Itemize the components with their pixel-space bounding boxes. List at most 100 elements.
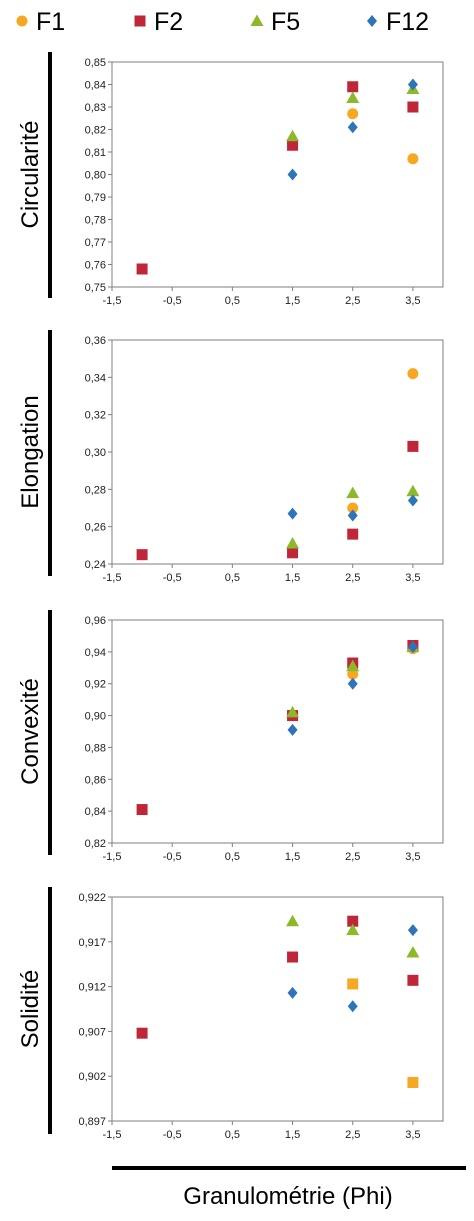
x-tick-label: -0,5 xyxy=(163,572,182,584)
data-point-f2 xyxy=(136,1027,148,1039)
y-tick-label: 0,79 xyxy=(85,192,106,204)
x-tick-label: 0,5 xyxy=(225,1129,240,1141)
chart-panel-4: 0,897 0,902 0,907 0,912 0,917 0,922 -1,5 -0,5 0,… xyxy=(17,887,444,1141)
legend: F1 F2 F5 F12 xyxy=(16,8,429,36)
data-point-f1 xyxy=(347,502,359,514)
x-axis-title: Granulométrie (Phi) xyxy=(183,1183,392,1210)
data-point-f12 xyxy=(287,986,298,999)
x-tick-label: 3,5 xyxy=(405,1129,420,1141)
x-tick-label: 1,5 xyxy=(285,851,300,863)
y-tick-label: 0,80 xyxy=(85,170,106,182)
data-point-f2 xyxy=(287,139,299,151)
data-point-f5 xyxy=(406,946,420,958)
chart-panel-3: 0,82 0,84 0,86 0,88 0,90 0,92 0,94 0,96 -1,5 -0,5… xyxy=(17,610,444,863)
y-tick-label: 0,902 xyxy=(78,1071,106,1083)
y-tick-label: 0,84 xyxy=(85,806,106,818)
data-point-f12 xyxy=(347,509,358,522)
x-tick-label: 3,5 xyxy=(405,851,420,863)
x-tick-label: -0,5 xyxy=(163,295,182,307)
data-point-f5 xyxy=(286,914,300,927)
x-tick-label: 3,5 xyxy=(405,572,420,584)
y-tick-label: 0,77 xyxy=(85,237,106,249)
data-point-f12 xyxy=(407,78,418,91)
y-tick-label: 0,26 xyxy=(85,522,106,534)
y-tick-label: 0,912 xyxy=(78,982,106,994)
data-point-f5 xyxy=(346,486,360,499)
legend-marker-f1 xyxy=(16,15,28,27)
data-point-f12 xyxy=(347,677,358,690)
x-tick-label: -0,5 xyxy=(163,851,182,863)
x-tick-label: 2,5 xyxy=(345,572,360,584)
data-point-f2 xyxy=(136,549,148,561)
y-axis-title: Convexité xyxy=(17,678,44,785)
x-tick-label: -0,5 xyxy=(163,1129,182,1141)
data-point-f2 xyxy=(347,81,359,93)
data-point-f12 xyxy=(347,1000,358,1013)
data-point-f2 xyxy=(347,915,359,927)
x-tick-label: 0,5 xyxy=(225,851,240,863)
y-tick-label: 0,84 xyxy=(85,80,106,92)
y-tick-label: 0,86 xyxy=(85,774,106,786)
x-tick-label: -1,5 xyxy=(103,1129,122,1141)
x-tick-label: 1,5 xyxy=(285,1129,300,1141)
y-tick-label: 0,907 xyxy=(78,1026,106,1038)
x-tick-label: 2,5 xyxy=(345,295,360,307)
x-tick-label: 0,5 xyxy=(225,572,240,584)
data-point-f5 xyxy=(346,91,360,103)
y-tick-label: 0,24 xyxy=(85,559,106,571)
y-tick-label: 0,32 xyxy=(85,410,106,422)
y-tick-label: 0,922 xyxy=(78,892,106,904)
y-tick-label: 0,897 xyxy=(78,1116,106,1128)
data-point-f2 xyxy=(287,951,299,963)
data-point-f1 xyxy=(407,153,419,165)
data-point-f2 xyxy=(407,974,419,986)
data-point-f2 xyxy=(347,528,359,540)
data-point-f12 xyxy=(287,507,298,520)
chart-panel-1: 0,75 0,76 0,77 0,78 0,79 0,80 0,81 0,82 0,83 0,84… xyxy=(17,52,444,307)
y-tick-label: 0,88 xyxy=(85,742,106,754)
y-tick-label: 0,83 xyxy=(85,102,106,114)
plot-area-frame xyxy=(111,896,444,1122)
y-tick-label: 0,85 xyxy=(85,57,106,69)
data-point-f2 xyxy=(287,547,299,559)
x-tick-label: 0,5 xyxy=(225,295,240,307)
data-point-f5 xyxy=(406,484,420,497)
data-point-f1 xyxy=(407,1076,419,1088)
data-point-f12 xyxy=(347,121,358,134)
legend-label-f2: F2 xyxy=(154,8,183,36)
y-tick-label: 0,34 xyxy=(85,372,106,384)
y-tick-label: 0,28 xyxy=(85,484,106,496)
data-point-f1 xyxy=(407,368,419,380)
data-point-f1 xyxy=(347,668,359,680)
x-tick-label: 3,5 xyxy=(405,295,420,307)
x-tick-label: 1,5 xyxy=(285,572,300,584)
y-axis-title: Solidité xyxy=(17,970,44,1049)
data-point-f5 xyxy=(286,536,300,549)
legend-marker-f12 xyxy=(367,15,377,27)
data-point-f2 xyxy=(407,101,419,113)
legend-label-f12: F12 xyxy=(386,8,429,36)
data-point-f12 xyxy=(407,641,418,654)
plot-area-frame xyxy=(111,339,444,565)
data-point-f2 xyxy=(136,263,148,275)
y-axis-title: Circularité xyxy=(17,120,44,228)
data-point-f1 xyxy=(347,108,359,120)
y-tick-label: 0,917 xyxy=(78,937,106,949)
x-tick-label: -1,5 xyxy=(103,572,122,584)
x-tick-label: 2,5 xyxy=(345,1129,360,1141)
y-tick-label: 0,94 xyxy=(85,647,106,659)
plot-area-frame xyxy=(111,61,444,288)
data-point-f5 xyxy=(286,705,300,718)
data-point-f12 xyxy=(407,924,418,937)
chart-panel-2: 0,24 0,26 0,28 0,30 0,32 0,34 0,36 -1,5 -0,5 0,5 1… xyxy=(17,330,444,584)
data-point-f12 xyxy=(407,494,418,507)
y-tick-label: 0,96 xyxy=(85,615,106,627)
chart-panels: 0,75 0,76 0,77 0,78 0,79 0,80 0,81 0,82 0,83 0,84… xyxy=(17,52,444,1141)
y-tick-label: 0,90 xyxy=(85,711,106,723)
y-tick-label: 0,82 xyxy=(85,838,106,850)
data-point-f12 xyxy=(287,723,298,736)
data-point-f12 xyxy=(287,168,298,181)
data-point-f5 xyxy=(346,659,360,672)
legend-marker-f5 xyxy=(250,14,264,26)
